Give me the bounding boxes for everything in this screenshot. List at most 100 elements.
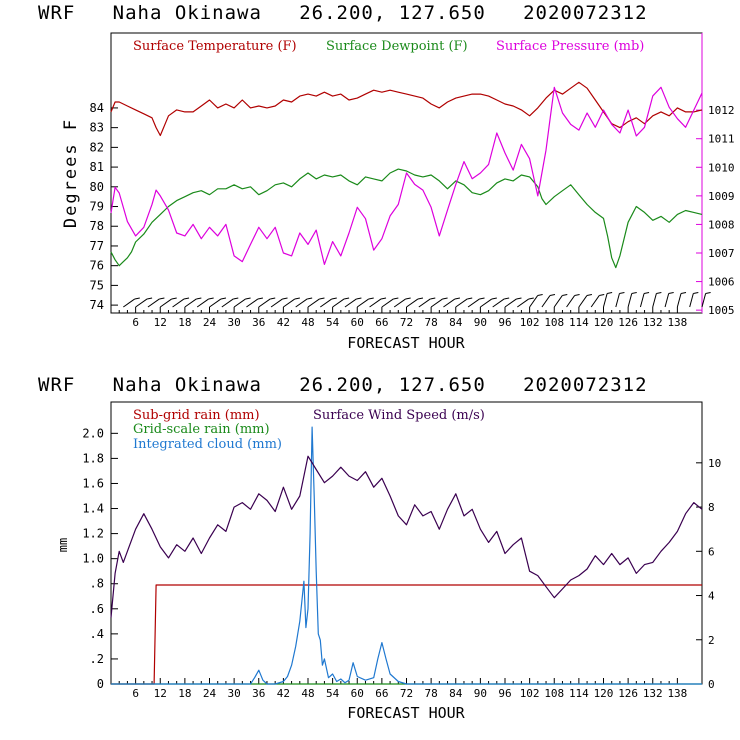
y2-tick-label: 1010 [708,161,735,174]
x-tick-label: 120 [594,687,614,700]
series-line [110,455,703,618]
wind-barb [283,298,296,308]
axis-ticks: 6 12 18 24 30 36 42 48 54 60 66 72 78 84 90 96 102 108 114… [82,426,721,700]
wind-barb [590,295,600,308]
x-tick-label: 102 [520,687,540,700]
wind-barb-flag [233,297,239,300]
wind-barb [701,293,707,308]
wind-barb [430,298,443,308]
wind-barb-flag [562,294,568,297]
wind-barb [504,298,517,308]
legend-integrated-cloud: Integrated cloud (mm) [133,437,282,452]
x-tick-label: 96 [498,687,511,700]
wind-barb [443,298,456,308]
wind-barb [307,298,320,308]
y2-tick-label: 0 [708,678,715,691]
y2-tick-label: 1005 [708,304,735,317]
y-tick-label: .6 [90,602,104,616]
x-tick-label: 132 [643,687,663,700]
wind-barb [615,293,620,308]
y2-tick-label: 1008 [708,218,735,231]
x-tick-label: 120 [594,316,614,329]
y-tick-label: .8 [90,577,104,591]
legend-gridscale-rain: Grid-scale rain (mm) [133,422,270,437]
x-tick-label: 6 [132,687,139,700]
x-tick-label: 54 [326,316,340,329]
x-tick-label: 12 [154,316,167,329]
wind-barb [467,298,480,308]
y2-tick-label: 1006 [708,276,735,289]
wind-barb [517,298,530,308]
wind-barb-flag [405,297,411,300]
x-tick-label: 72 [400,687,413,700]
y-tick-label: 1.4 [82,502,104,516]
wind-barb-flag [220,297,227,300]
y2-tick-label: 8 [708,501,715,514]
x-tick-label: 126 [618,316,638,329]
wind-barb [676,293,682,308]
wind-barb-flag [319,297,325,300]
legend-temperature: Surface Temperature (F) [133,39,297,54]
legend-pressure: Surface Pressure (mb) [496,39,644,54]
wind-barb-flag [245,297,251,300]
wind-barb [344,298,357,308]
wind-barb [652,293,657,308]
wind-barb [393,298,406,308]
y-tick-label: 77 [90,239,104,253]
wind-barb [406,298,419,308]
y-tick-label: 82 [90,140,104,154]
wind-barb [455,298,468,308]
wind-barb [480,298,493,308]
wind-barb [295,298,308,308]
x-tick-label: 96 [498,316,511,329]
series-line [110,86,703,265]
y-tick-label: 1.6 [82,476,104,490]
wind-barb-flag [343,297,350,300]
wind-barb-flag [368,297,374,300]
wind-barb [233,298,246,308]
x-tick-label: 132 [643,316,663,329]
x-tick-label: 42 [277,687,290,700]
x-tick-label: 108 [544,316,564,329]
wind-barb-flag [183,297,190,300]
wind-barb-flag [537,294,543,297]
x-tick-label: 12 [154,687,167,700]
wind-barb-flag [549,294,556,297]
y-tick-label: 81 [90,160,104,174]
y-tick-label: 76 [90,259,104,273]
wind-barb-flag [607,291,613,294]
y-tick-label: 79 [90,200,104,214]
y-tick-label: 84 [90,101,104,115]
x-tick-label: 66 [375,316,388,329]
y-axis-title: mm [56,538,70,552]
wind-barb-flag [528,297,534,300]
wind-barb-flag [491,297,497,300]
y2-tick-label: 1007 [708,247,735,260]
wind-barb-flag [171,297,177,300]
series-lines [110,426,703,685]
x-tick-label: 6 [132,316,139,329]
y2-tick-label: 1011 [708,133,735,146]
x-tick-label: 60 [351,316,364,329]
wind-barb [221,298,234,308]
wind-barb [529,295,539,308]
y-tick-label: 75 [90,278,104,292]
x-tick-label: 138 [667,687,687,700]
y-tick-label: 83 [90,121,104,135]
x-tick-label: 42 [277,316,290,329]
wind-barb [418,298,431,308]
wind-barb [258,298,271,308]
wind-barb-flag [430,297,436,300]
wind-barb-flag [643,291,650,294]
x-tick-label: 90 [474,687,487,700]
wind-barb-flag [331,297,337,300]
x-tick-label: 72 [400,316,413,329]
wind-barb-flag [516,297,522,300]
wind-barb-flag [270,297,276,300]
chart-title: WRF Naha Okinawa 26.200, 127.650 2020072… [38,2,648,24]
series-lines [110,81,703,269]
y-tick-label: .4 [90,627,104,641]
wind-barb [209,298,222,308]
wind-barb [603,293,608,308]
